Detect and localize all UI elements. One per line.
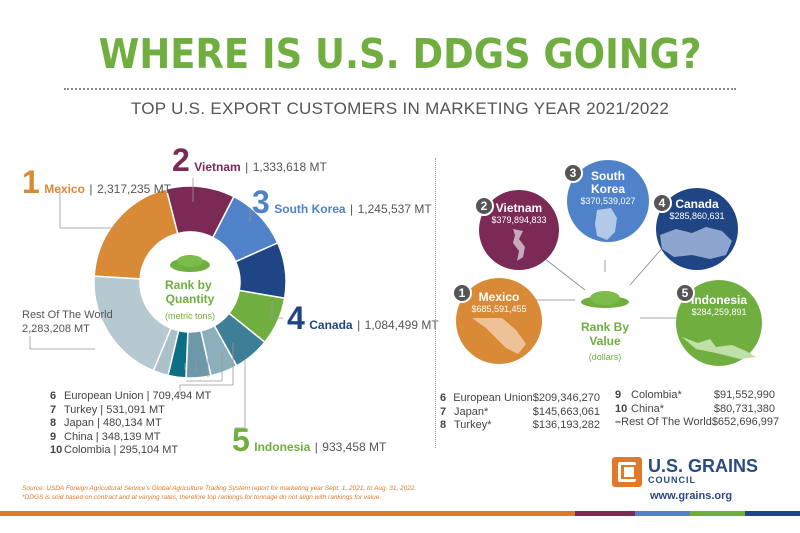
- bar-seg: [575, 511, 635, 516]
- value-other-row: 7 Japan* $145,663,061: [440, 405, 600, 418]
- qty-label-vietnam: 2 Vietnam | 1,333,618 MT: [172, 144, 327, 176]
- value-other-row: 8 Turkey* $136,193,282: [440, 419, 600, 431]
- donut-center-title-line2: Quantity: [166, 292, 215, 306]
- value-rank-badge-4: 4: [652, 193, 672, 213]
- qty-value-mexico: 2,317,235 MT: [96, 182, 172, 196]
- south-korea-map-icon: [595, 208, 617, 240]
- canada-map-icon: [660, 227, 732, 259]
- qty-other-row: 10 Colombia | 295,104 MT: [50, 444, 179, 456]
- value-amount-south-korea: $370,539,027: [580, 196, 636, 206]
- value-name-south-korea-line1: South: [591, 169, 625, 183]
- mexico-map-icon: [472, 318, 526, 354]
- value-bubble-vietnam: Vietnam $379,894,833: [479, 190, 559, 270]
- footnote-note: *DDGS is sold based on contract and at v…: [22, 494, 382, 501]
- page-subtitle: TOP U.S. EXPORT CUSTOMERS IN MARKETING Y…: [130, 99, 670, 118]
- value-other-row: – Rest Of The World $652,696,997: [615, 416, 780, 428]
- value-center-unit: (dollars): [588, 352, 622, 362]
- value-bubble-canada: Canada $285,860,631: [656, 188, 738, 270]
- value-name-indonesia: Indonesia: [690, 293, 747, 307]
- bar-seg: [635, 511, 690, 516]
- value-bubble-mexico: Mexico $685,591,455: [456, 278, 542, 364]
- value-rank-badge-2: 2: [474, 196, 494, 216]
- value-amount-indonesia: $284,259,891: [691, 307, 747, 317]
- qty-rank-1: 1: [22, 164, 40, 200]
- footer-color-bar: [0, 511, 800, 516]
- qty-value-indonesia: 933,458 MT: [322, 440, 387, 454]
- value-center-title-2: Value: [589, 334, 621, 348]
- bar-seg: [690, 511, 745, 516]
- donut-slices: [93, 185, 287, 379]
- donut-center-title: Rank by Quantity: [165, 278, 215, 306]
- value-amount-vietnam: $379,894,833: [491, 215, 547, 225]
- qty-other-row: 8 Japan | 480,134 MT: [50, 417, 162, 429]
- qty-label-south-korea: 3 South Korea | 1,245,537 MT: [252, 186, 432, 218]
- qty-label-indonesia: 5 Indonesia | 933,458 MT: [232, 424, 386, 456]
- donut-slice-mexico: [93, 188, 179, 280]
- value-name-vietnam: Vietnam: [495, 201, 543, 215]
- value-other-row: 10 China* $80,731,380: [615, 402, 775, 415]
- section-divider: [435, 158, 436, 448]
- qty-rest-of-world: Rest Of The World 2,283,208 MT: [22, 308, 113, 336]
- qty-sep-3: |: [350, 202, 354, 216]
- usgc-logo-name: U.S. GRAINS: [648, 456, 759, 476]
- value-center-label: Rank By Value (dollars): [560, 320, 650, 362]
- footnote-source: Source: USDA Foreign Agricultural Servic…: [22, 485, 417, 492]
- qty-value-south-korea: 1,245,537 MT: [357, 202, 432, 216]
- quantity-donut-chart: Rank by Quantity (metric tons): [93, 185, 287, 379]
- qty-rank-5: 5: [232, 422, 250, 458]
- value-bubble-indonesia: Indonesia $284,259,891: [676, 280, 762, 366]
- usgc-logo-mark: [612, 457, 642, 487]
- qty-rest-value: 2,283,208 MT: [22, 323, 90, 335]
- value-other-row: 6 European Union $209,346,270: [440, 392, 600, 404]
- qty-rank-2: 2: [172, 142, 190, 178]
- bar-seg: [745, 511, 800, 516]
- qty-other-row: 9 China | 348,139 MT: [50, 430, 161, 443]
- qty-label-canada: 4 Canada | 1,084,499 MT: [287, 302, 439, 334]
- qty-sep-4: |: [357, 318, 361, 332]
- qty-name-indonesia: Indonesia: [254, 440, 311, 454]
- qty-rank-4: 4: [287, 300, 305, 336]
- website-link[interactable]: www.grains.org: [650, 490, 733, 502]
- value-rank-badge-3: 3: [563, 163, 583, 183]
- donut-leader-lines: [29, 178, 283, 429]
- qty-rest-name: Rest Of The World: [22, 309, 113, 321]
- value-others-right: 9 Colombia* $91,552,990 10 China* $80,731,38…: [615, 389, 780, 430]
- qty-sep-2: |: [245, 160, 249, 174]
- qty-name-canada: Canada: [309, 318, 353, 332]
- dotted-divider: [64, 88, 736, 90]
- value-amount-canada: $285,860,631: [669, 211, 725, 221]
- value-rank-badge-1: 1: [452, 283, 472, 303]
- donut-center-unit: (metric tons): [165, 311, 215, 321]
- qty-name-mexico: Mexico: [44, 182, 85, 196]
- value-others-left: 6 European Union $209,346,270 7 Japan* $145,…: [440, 392, 600, 433]
- value-other-row: 9 Colombia* $91,552,990: [615, 389, 775, 401]
- qty-value-vietnam: 1,333,618 MT: [252, 160, 327, 174]
- qty-value-canada: 1,084,499 MT: [364, 318, 439, 332]
- qty-sep-5: |: [314, 440, 318, 454]
- value-rank-badge-5: 5: [675, 283, 695, 303]
- indonesia-map-icon: [682, 337, 756, 359]
- usgc-logo-council: COUNCIL: [648, 475, 696, 485]
- qty-label-mexico: 1 Mexico | 2,317,235 MT: [22, 166, 171, 198]
- value-amount-mexico: $685,591,455: [471, 304, 527, 314]
- qty-others-list: 6 European Union | 709,494 MT 7 Turkey | 5…: [50, 390, 211, 458]
- vietnam-map-icon: [513, 229, 525, 261]
- donut-center-title-line1: Rank by: [165, 278, 212, 292]
- value-center-title-1: Rank By: [580, 320, 630, 334]
- donut-grain-pile-top: [177, 255, 203, 267]
- qty-name-south-korea: South Korea: [274, 202, 346, 216]
- qty-name-vietnam: Vietnam: [194, 160, 241, 174]
- page-title: WHERE IS U.S. DDGS GOING?: [98, 30, 702, 78]
- bar-seg: [0, 511, 575, 516]
- value-name-canada: Canada: [675, 197, 719, 211]
- value-name-mexico: Mexico: [478, 290, 520, 304]
- qty-rank-3: 3: [252, 184, 270, 220]
- qty-other-row: 6 European Union | 709,494 MT: [50, 390, 212, 402]
- value-grain-pile-icon: [581, 291, 629, 308]
- value-name-south-korea-line2: Korea: [590, 182, 625, 196]
- qty-sep-1: |: [89, 182, 93, 196]
- qty-other-row: 7 Turkey | 531,091 MT: [50, 403, 165, 416]
- value-connector-lines: [530, 244, 680, 319]
